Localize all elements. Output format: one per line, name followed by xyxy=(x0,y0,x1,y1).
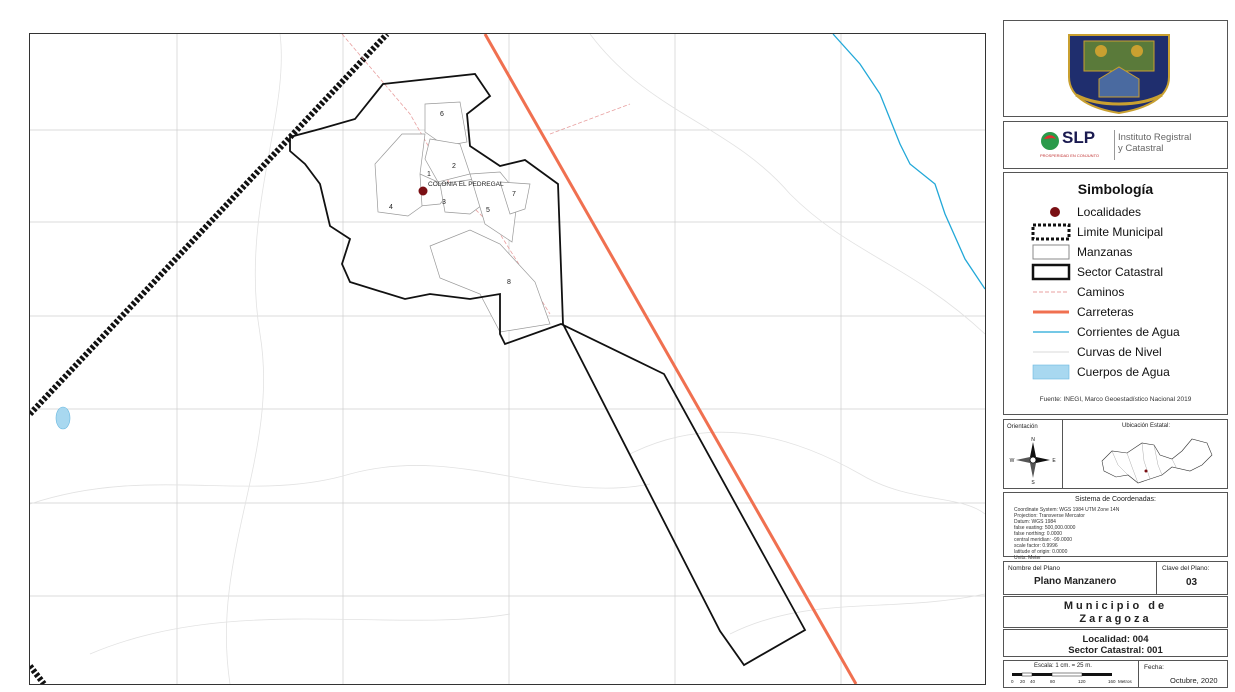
scale-label: Escala: 1 cm. = 25 m. xyxy=(1034,663,1092,669)
locality-dot-icon xyxy=(1050,207,1060,217)
blocks xyxy=(374,101,551,333)
state-location-title: Ubicación Estatal: xyxy=(1122,423,1171,429)
block-number-7: 7 xyxy=(512,191,516,198)
plan-name-label: Nombre del Plano xyxy=(1008,565,1061,572)
legend-item-caminos: Caminos xyxy=(1033,283,1217,301)
scale-tick: 160 xyxy=(1108,679,1116,684)
orientation-title: Orientación xyxy=(1007,424,1038,430)
institute-logo-panel: SLP PROSPERIDAD EN CONJUNTO Instituto Re… xyxy=(1003,121,1228,169)
municipal-boundary xyxy=(30,34,390,417)
legend-item-sector-catastral: Sector Catastral xyxy=(1031,263,1217,281)
block-number-8: 8 xyxy=(507,279,511,286)
legend-item-limite-municipal: Limite Municipal xyxy=(1031,223,1217,241)
legend-item-carreteras: Carreteras xyxy=(1033,303,1217,321)
scale-tick: 80 xyxy=(1050,679,1056,684)
cadastral-sector xyxy=(289,73,807,667)
locality-code: Localidad: 004 xyxy=(1082,634,1149,645)
municipio-line2: Zaragoza xyxy=(1079,613,1152,625)
block-number-4: 4 xyxy=(389,204,393,211)
map-frame[interactable]: 6 2 1 4 3 5 7 8 COLONIA EL PEDREGAL xyxy=(29,33,986,685)
stream-swatch-icon xyxy=(1033,331,1069,333)
locality-marker xyxy=(418,186,428,196)
coord-line: Projection: Transverse Mercator xyxy=(1014,513,1085,519)
contour-swatch-icon xyxy=(1033,351,1069,353)
block-number-6: 6 xyxy=(440,111,444,118)
legend-item-curvas: Curvas de Nivel xyxy=(1033,343,1217,361)
scale-tick: 120 xyxy=(1078,679,1086,684)
coord-line: Units: Meter xyxy=(1014,555,1041,561)
block-number-1: 1 xyxy=(427,171,431,178)
block-number-2: 2 xyxy=(452,163,456,170)
legend-title: Simbología xyxy=(1077,181,1154,197)
legend-source: Fuente: INEGI, Marco Geoestadístico Naci… xyxy=(1039,396,1192,403)
legend-panel: Simbología Localidades Limite Municipal … xyxy=(1003,172,1228,415)
institute-name-line1: Instituto Registral xyxy=(1118,132,1192,143)
date-value: Octubre, 2020 xyxy=(1170,676,1218,685)
plan-name-panel: Nombre del Plano Plano Manzanero Clave d… xyxy=(1003,561,1228,595)
coat-of-arms-icon xyxy=(1068,34,1170,115)
coord-line: central meridian: -99.0000 xyxy=(1014,537,1073,543)
municipio-line1: Municipio de xyxy=(1063,600,1168,612)
institute-name-line2: y Catastral xyxy=(1118,143,1164,154)
coord-line: false easting: 500,000.0000 xyxy=(1014,525,1076,531)
scale-tick: 0 xyxy=(1011,679,1014,684)
dirt-road-swatch-icon xyxy=(1033,291,1069,293)
highway-swatch-icon xyxy=(1033,310,1069,314)
scale-tick: 20 xyxy=(1020,679,1026,684)
compass-e: E xyxy=(1052,458,1056,464)
orientation-box: Orientación N S E W xyxy=(1004,420,1063,488)
coat-of-arms-panel xyxy=(1003,20,1228,117)
sector-code: Sector Catastral: 001 xyxy=(1068,645,1163,656)
state-location-map xyxy=(1101,438,1213,484)
coord-line: Datum: WGS 1984 xyxy=(1014,519,1056,525)
highway-line xyxy=(483,34,858,684)
block-swatch-icon xyxy=(1032,244,1070,260)
plan-key-label: Clave del Plano: xyxy=(1162,565,1210,572)
map-canvas[interactable]: 6 2 1 4 3 5 7 8 COLONIA EL PEDREGAL xyxy=(30,34,985,684)
compass-w: W xyxy=(1010,458,1015,464)
coordinate-system-title: Sistema de Coordenadas: xyxy=(1075,496,1156,503)
stream-line xyxy=(832,34,985,290)
dirt-road-line xyxy=(341,34,551,315)
scale-unit: Metros xyxy=(1118,679,1132,684)
coord-line: latitude of origin: 0.0000 xyxy=(1014,549,1068,555)
scale-date-panel: Escala: 1 cm. = 25 m. 0 20 40 80 120 160… xyxy=(1003,660,1228,688)
sector-swatch-icon xyxy=(1031,263,1071,281)
orientation-location-panel: Orientación N S E W Ubicación Estatal: xyxy=(1003,419,1228,489)
coord-line: false northing: 0.0000 xyxy=(1014,531,1063,537)
legend-item-manzanas: Manzanas xyxy=(1032,243,1217,261)
locality-sector-panel: Localidad: 004 Sector Catastral: 001 xyxy=(1003,629,1228,657)
slp-logo-icon xyxy=(1041,132,1059,150)
compass-s: S xyxy=(1031,480,1035,484)
date-label: Fecha: xyxy=(1144,664,1164,671)
slp-brand-sub: PROSPERIDAD EN CONJUNTO xyxy=(1040,153,1100,158)
boundary-swatch-icon xyxy=(1031,223,1071,241)
slp-brand: SLP xyxy=(1062,128,1096,147)
legend-item-corrientes: Corrientes de Agua xyxy=(1033,323,1222,341)
block-number-5: 5 xyxy=(486,207,490,214)
legend-item-cuerpos: Cuerpos de Agua xyxy=(1032,363,1217,381)
coord-line: scale factor: 0.9996 xyxy=(1014,543,1058,549)
scale-bar-icon xyxy=(1012,672,1112,677)
plan-name: Plano Manzanero xyxy=(1034,576,1117,587)
north-arrow-icon: N S E W xyxy=(1010,437,1057,484)
water-body-swatch-icon xyxy=(1032,364,1070,380)
compass-n: N xyxy=(1031,437,1035,443)
coordinate-grid xyxy=(30,34,985,684)
municipio-panel: Municipio de Zaragoza xyxy=(1003,596,1228,628)
plan-key: 03 xyxy=(1186,577,1198,588)
water-body xyxy=(55,406,71,430)
block-number-3: 3 xyxy=(442,199,446,206)
locality-label: COLONIA EL PEDREGAL xyxy=(428,181,504,188)
scale-tick: 40 xyxy=(1030,679,1036,684)
legend-item-localidades: Localidades xyxy=(1050,203,1217,221)
contour-lines xyxy=(30,34,985,684)
coordinate-system-panel: Sistema de Coordenadas: Coordinate Syste… xyxy=(1003,492,1228,561)
coord-line: Coordinate System: WGS 1984 UTM Zone 14N xyxy=(1014,507,1120,513)
